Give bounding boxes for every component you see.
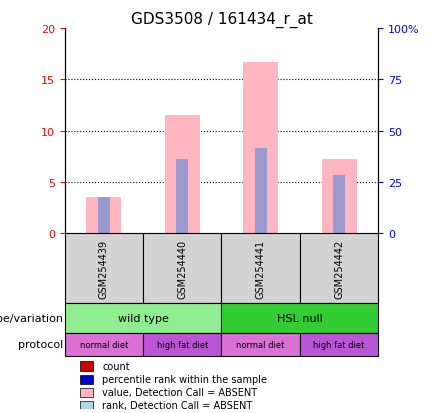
Text: high fat diet: high fat diet (313, 340, 365, 349)
Bar (80, 361, 93, 371)
Bar (98, 198, 110, 233)
Bar (255, 149, 267, 233)
FancyBboxPatch shape (221, 333, 300, 356)
Title: GDS3508 / 161434_r_at: GDS3508 / 161434_r_at (131, 12, 312, 28)
Bar (86, 198, 121, 233)
Text: wild type: wild type (117, 313, 169, 323)
Bar (322, 160, 357, 233)
Bar (176, 160, 188, 233)
FancyBboxPatch shape (221, 304, 378, 333)
Bar (80, 401, 93, 411)
Text: GSM254442: GSM254442 (334, 239, 344, 298)
Text: GSM254441: GSM254441 (256, 239, 266, 298)
Text: percentile rank within the sample: percentile rank within the sample (102, 374, 267, 384)
Text: HSL null: HSL null (277, 313, 323, 323)
FancyBboxPatch shape (64, 333, 143, 356)
Text: count: count (102, 361, 130, 371)
Bar (243, 63, 278, 233)
Text: high fat diet: high fat diet (157, 340, 208, 349)
Text: value, Detection Call = ABSENT: value, Detection Call = ABSENT (102, 387, 257, 397)
FancyBboxPatch shape (64, 233, 143, 304)
Bar (333, 175, 345, 233)
FancyBboxPatch shape (64, 304, 221, 333)
Text: normal diet: normal diet (80, 340, 128, 349)
FancyBboxPatch shape (143, 333, 221, 356)
FancyBboxPatch shape (300, 333, 378, 356)
Text: normal diet: normal diet (237, 340, 285, 349)
FancyBboxPatch shape (221, 233, 300, 304)
Text: rank, Detection Call = ABSENT: rank, Detection Call = ABSENT (102, 400, 252, 410)
Text: genotype/variation: genotype/variation (0, 313, 63, 323)
Bar (80, 375, 93, 384)
FancyBboxPatch shape (300, 233, 378, 304)
FancyBboxPatch shape (143, 233, 221, 304)
Text: protocol: protocol (18, 339, 63, 349)
Bar (165, 116, 200, 233)
Text: GSM254440: GSM254440 (177, 239, 187, 298)
Text: GSM254439: GSM254439 (99, 239, 109, 298)
Bar (80, 388, 93, 397)
